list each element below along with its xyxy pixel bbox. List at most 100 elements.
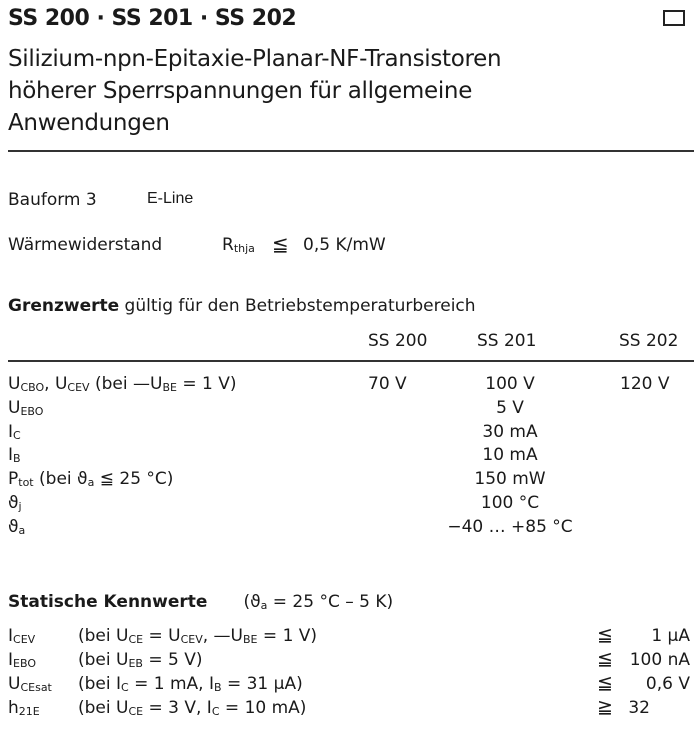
subscript: j (18, 500, 22, 513)
waermewiderstand-label: Wärmewiderstand (8, 235, 163, 255)
subscript: B (214, 681, 222, 694)
subtitle-line: höherer Sperrspannungen für allgemeine (8, 78, 473, 104)
column-header: SS 202 (619, 331, 679, 351)
subscript: CEV (13, 633, 36, 646)
text: U (8, 397, 21, 418)
test-condition: (bei UCE = UCEV, —UBE = 1 V) (78, 626, 317, 646)
subscript: EBO (13, 657, 36, 670)
waermewiderstand-value: 0,5 K/mW (303, 235, 386, 255)
limit-value: −40 … +85 °C (447, 516, 573, 537)
limit-row-label: ϑj (8, 493, 22, 513)
text: ϑ (8, 516, 19, 537)
test-condition: (bei UCE = 3 V, IC = 10 mA) (78, 698, 306, 718)
subtitle-line: Silizium-npn-Epitaxie-Planar-NF-Transist… (8, 46, 502, 72)
waermewiderstand-symbol: Rthja (222, 235, 255, 255)
text: = 10 mA) (219, 698, 307, 718)
text: I (8, 445, 14, 466)
text: ϑ (8, 493, 19, 513)
subscript: BE (162, 381, 177, 394)
subscript: EB (128, 657, 143, 670)
limit-value: 120 V (620, 374, 670, 394)
limit-row-label: UCBO, UCEV (bei —UBE = 1 V) (8, 374, 236, 394)
subscript: CEV (180, 633, 203, 646)
text: U (8, 674, 21, 694)
column-header: SS 201 (477, 331, 537, 351)
characteristic-value: 0,6 V (645, 674, 690, 694)
text: = 3 V, I (143, 698, 212, 718)
text: P (8, 469, 19, 490)
subscript: tot (18, 476, 34, 490)
limit-value: 5 V (496, 397, 524, 418)
text: (bei U (78, 650, 129, 670)
subscript: BE (243, 633, 258, 646)
square-outline-icon (663, 10, 685, 26)
limit-row-label: ϑa (8, 517, 25, 537)
subscript: CBO (20, 381, 45, 394)
limit-value: 150 mW (474, 469, 546, 490)
relation: ≧ (597, 696, 613, 718)
subscript: a (87, 476, 95, 490)
limit-row-label: IB (8, 445, 21, 465)
text: = 5 V) (142, 650, 203, 670)
text: = 1 V) (176, 374, 237, 394)
limit-row-label: UEBO (8, 398, 43, 418)
subscript: C (13, 428, 21, 442)
test-condition: (bei IC = 1 mA, IB = 31 µA) (78, 674, 303, 694)
relation: ≦ (597, 672, 613, 694)
text: U (8, 374, 21, 394)
text: , U (44, 374, 68, 394)
text: , —U (202, 626, 244, 646)
subtitle-line: Anwendungen (8, 110, 170, 136)
subscript: CE (128, 633, 144, 646)
text: (bei I (78, 674, 122, 694)
heading-bold: Statische Kennwerte (8, 592, 208, 612)
parameter-symbol: UCEsat (8, 674, 52, 694)
limit-value: 100 V (485, 374, 535, 394)
text: = 1 mA, I (128, 674, 215, 694)
subscript: C (121, 681, 129, 694)
characteristic-value: 1 µA (651, 626, 690, 646)
text: ≦ 25 °C) (94, 469, 174, 490)
subscript: CEsat (20, 681, 52, 694)
text: (bei ϑ (33, 469, 88, 490)
text: I (8, 421, 14, 442)
subscript: C (211, 705, 220, 718)
bauform-label: Bauform 3 (8, 190, 97, 210)
text: = U (143, 626, 181, 646)
relation: ≦ (272, 232, 289, 256)
test-condition: (bei UEB = 5 V) (78, 650, 203, 670)
subscript: CE (128, 705, 144, 718)
divider (8, 150, 694, 152)
symbol-sub: thja (233, 242, 255, 255)
text: I (8, 650, 14, 670)
text: h (8, 698, 19, 718)
limit-value: 70 V (368, 374, 407, 394)
condition: (ϑ (243, 592, 261, 612)
document-title: SS 200 · SS 201 · SS 202 (8, 6, 297, 31)
text: (bei U (78, 626, 129, 646)
parameter-symbol: h21E (8, 698, 40, 718)
parameter-symbol: ICEV (8, 626, 35, 646)
relation: ≦ (597, 648, 613, 670)
subscript: B (13, 452, 21, 466)
characteristic-value: 100 nA (629, 650, 690, 670)
column-header: SS 200 (368, 331, 428, 351)
subscript: a (18, 523, 26, 537)
text: (bei U (78, 698, 129, 718)
heading-bold: Grenzwerte (8, 296, 120, 316)
grenzwerte-heading: Grenzwerte gültig für den Betriebstemper… (8, 296, 476, 316)
statisch-heading: Statische Kennwerte (ϑa = 25 °C – 5 K) (8, 592, 393, 612)
subscript: EBO (20, 404, 44, 418)
divider (8, 360, 694, 362)
text: = 1 V) (257, 626, 318, 646)
text: I (8, 626, 14, 646)
limit-row-label: IC (8, 422, 21, 442)
limit-value: 100 °C (480, 493, 540, 513)
characteristic-value: 32 (628, 698, 650, 718)
text: = 31 µA) (221, 674, 303, 694)
subscript: CEV (67, 381, 90, 394)
limit-row-label: Ptot (bei ϑa ≦ 25 °C) (8, 469, 173, 489)
heading-rest: gültig für den Betriebstemperaturbereich (119, 296, 476, 316)
text: (bei —U (89, 374, 163, 394)
limit-value: 10 mA (482, 445, 538, 466)
